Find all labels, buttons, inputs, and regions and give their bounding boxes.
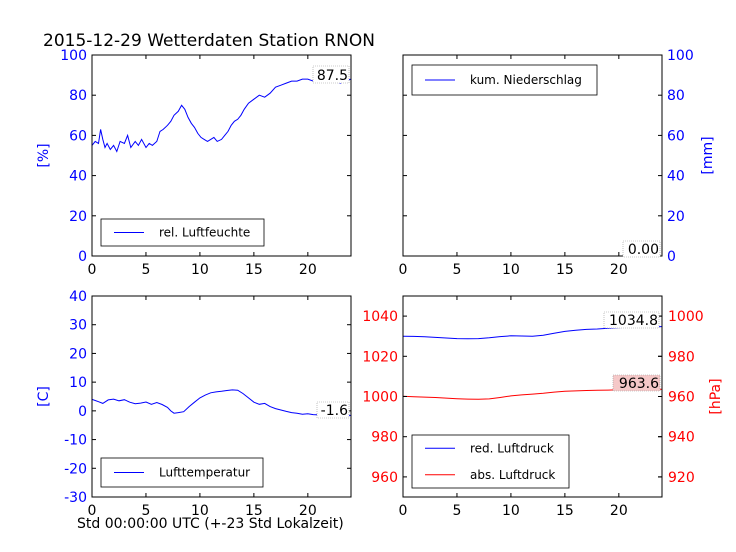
temperature-xtick-label: 20 [299, 503, 317, 519]
humidity-xtick-label: 0 [88, 262, 97, 278]
pressure-y2tick-label: 940 [668, 430, 695, 446]
humidity-ytick-label: 0 [78, 249, 87, 265]
humidity-ytick-label: 40 [69, 169, 87, 185]
precipitation-ytick-label: 60 [667, 128, 685, 144]
precipitation-annotation-text: 0.00 [628, 242, 659, 258]
pressure-legend-box [411, 434, 570, 489]
precipitation-xtick-label: 5 [452, 262, 461, 278]
temperature-xtick-label: 0 [88, 503, 97, 519]
pressure-xtick-label: 10 [502, 503, 520, 519]
precipitation-ytick-label: 0 [667, 249, 676, 265]
temperature-ylabel: [C] [36, 386, 52, 407]
precipitation-annotation-box [622, 240, 661, 258]
precipitation-panel: 0 5 10 15 20 0 20 40 60 80 100 [mm] kum. Niederschla… [399, 48, 716, 278]
precipitation-xtick-label: 20 [610, 262, 628, 278]
precipitation-ytick-label: 80 [667, 88, 685, 104]
pressure-annotation-box [612, 374, 661, 392]
temperature-plot-frame [91, 295, 352, 498]
pressure-annotation-text: 1034.8 [609, 313, 658, 329]
temperature-xtick-label: 10 [191, 503, 209, 519]
humidity-ytick-label: 80 [69, 88, 87, 104]
pressure-ytick-label: 980 [371, 430, 398, 446]
precipitation-legend-label: kum. Niederschlag [470, 73, 582, 87]
humidity-ytick-label: 60 [69, 128, 87, 144]
precipitation-ytick-label: 20 [667, 209, 685, 225]
pressure-legend-label: red. Luftdruck [470, 441, 554, 455]
precipitation-ytick-label: 40 [667, 169, 685, 185]
temperature-legend-label: Lufttemperatur [159, 466, 250, 480]
temperature-annotation-box [316, 401, 350, 419]
temperature-annotation-text: -1.6 [321, 403, 348, 419]
temperature-xtick-label: 5 [141, 503, 150, 519]
precipitation-xtick-label: 10 [502, 262, 520, 278]
pressure-xtick-label: 15 [556, 503, 574, 519]
humidity-xtick-label: 15 [245, 262, 263, 278]
humidity-xtick-label: 20 [299, 262, 317, 278]
humidity-ytick-label: 100 [60, 48, 87, 64]
temperature-panel: 0 5 10 15 20 -30 -20 -10 0 10 20 30 40 [C] Lufttempera… [36, 289, 352, 519]
pressure-ytick-label: 1000 [362, 390, 398, 406]
temperature-ytick-label: 20 [69, 346, 87, 362]
pressure-ytick-label: 960 [371, 470, 398, 486]
humidity-xtick-label: 5 [141, 262, 150, 278]
pressure-ytick-label: 1020 [362, 349, 398, 365]
pressure-xtick-label: 5 [452, 503, 461, 519]
humidity-annotation-text: 87.5 [317, 68, 348, 84]
temperature-ytick-label: -20 [64, 461, 87, 477]
humidity-annotation-box [312, 65, 350, 84]
temperature-ytick-label: -10 [64, 433, 87, 449]
humidity-legend-label: rel. Luftfeuchte [159, 226, 250, 240]
humidity-series-line-0 [92, 76, 351, 153]
precipitation-xtick-label: 15 [556, 262, 574, 278]
pressure-y2tick-label: 960 [668, 390, 695, 406]
temperature-ytick-label: -30 [64, 490, 87, 506]
pressure-ytick-label: 1040 [362, 309, 398, 325]
humidity-xtick-label: 10 [191, 262, 209, 278]
precipitation-plot-frame [402, 54, 663, 257]
pressure-xtick-label: 20 [610, 503, 628, 519]
temperature-xtick-label: 15 [245, 503, 263, 519]
pressure-xtick-label: 0 [399, 503, 408, 519]
humidity-panel: 0 5 10 15 20 0 20 40 60 80 100 [%] rel. Luftfeuchte 8… [36, 48, 352, 278]
pressure-annotation-box [603, 311, 660, 329]
pressure-y2tick-label: 1000 [668, 309, 704, 325]
temperature-ytick-label: 10 [69, 375, 87, 391]
pressure-annotation-text: 963.6 [619, 376, 659, 392]
pressure-legend-label: abs. Luftdruck [470, 468, 555, 482]
temperature-ytick-label: 30 [69, 318, 87, 334]
temperature-ytick-label: 0 [78, 404, 87, 420]
pressure-y2tick-label: 920 [668, 470, 695, 486]
humidity-plot-frame [91, 54, 352, 257]
temperature-ytick-label: 40 [69, 289, 87, 305]
pressure-ylabel: [hPa] [708, 378, 724, 414]
precipitation-ylabel: [mm] [700, 136, 716, 174]
pressure-panel: 0 5 10 15 20 960 980 1000 1020 1040 920 940 960 980 10… [362, 295, 724, 519]
pressure-y2tick-label: 980 [668, 349, 695, 365]
temperature-series-line-0 [92, 389, 351, 417]
figure-title: 2015-12-29 Wetterdaten Station RNON [43, 31, 375, 51]
humidity-ylabel: [%] [36, 143, 52, 167]
humidity-ytick-label: 20 [69, 209, 87, 225]
precipitation-xtick-label: 0 [399, 262, 408, 278]
x-axis-caption: Std 00:00:00 UTC (+-23 Std Lokalzeit) [77, 516, 344, 532]
precipitation-ytick-label: 100 [667, 48, 694, 64]
